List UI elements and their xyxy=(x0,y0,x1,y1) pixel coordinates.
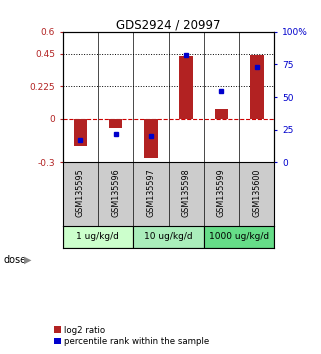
Title: GDS2924 / 20997: GDS2924 / 20997 xyxy=(116,19,221,32)
Bar xyxy=(250,55,264,119)
Bar xyxy=(144,119,158,158)
Text: ▶: ▶ xyxy=(24,255,31,265)
Legend: log2 ratio, percentile rank within the sample: log2 ratio, percentile rank within the s… xyxy=(54,326,210,346)
Text: dose: dose xyxy=(3,255,26,265)
Bar xyxy=(63,226,133,248)
Text: GSM135599: GSM135599 xyxy=(217,169,226,217)
Bar xyxy=(179,57,193,119)
Bar xyxy=(109,119,122,127)
Bar xyxy=(133,226,204,248)
Text: 10 ug/kg/d: 10 ug/kg/d xyxy=(144,233,193,241)
Bar xyxy=(215,109,228,119)
Bar xyxy=(204,226,274,248)
Text: GSM135600: GSM135600 xyxy=(252,169,261,217)
Text: 1 ug/kg/d: 1 ug/kg/d xyxy=(76,233,119,241)
Text: GSM135597: GSM135597 xyxy=(146,169,155,217)
Bar xyxy=(74,119,87,146)
Text: GSM135598: GSM135598 xyxy=(182,169,191,217)
Text: 1000 ug/kg/d: 1000 ug/kg/d xyxy=(209,233,269,241)
Text: GSM135596: GSM135596 xyxy=(111,169,120,217)
Text: GSM135595: GSM135595 xyxy=(76,169,85,217)
